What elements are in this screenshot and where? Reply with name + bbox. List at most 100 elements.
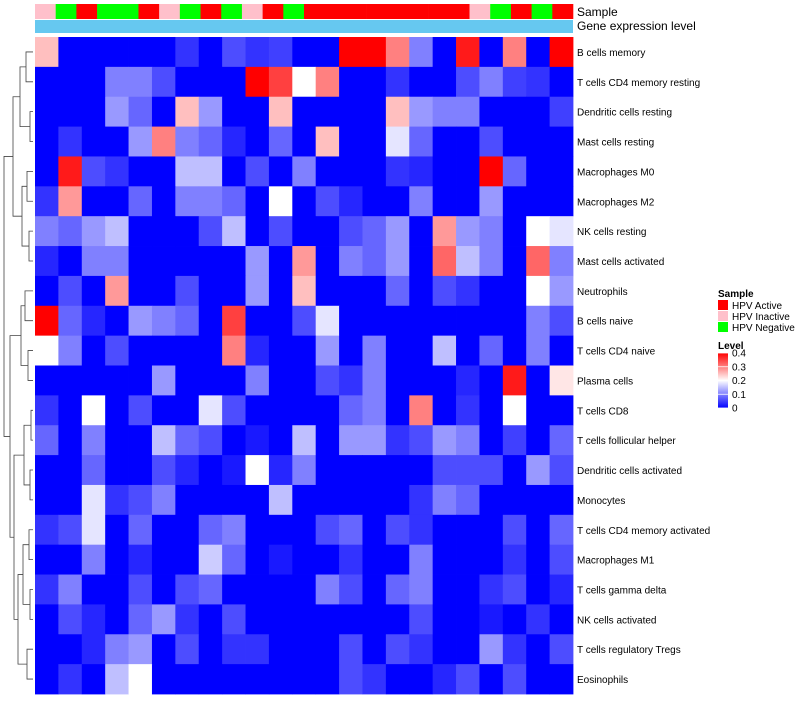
heatmap-cell: [409, 37, 434, 68]
heatmap-cell: [222, 514, 246, 546]
heatmap-cell: [385, 484, 410, 516]
heatmap-cell: [339, 514, 363, 546]
heatmap-cell: [105, 156, 129, 187]
row-label: T cells regulatory Tregs: [577, 645, 681, 656]
heatmap-cell: [456, 66, 480, 98]
heatmap-cell: [432, 335, 457, 366]
heatmap-cell: [268, 156, 293, 187]
heatmap-cell: [409, 574, 434, 605]
heatmap-cell: [362, 335, 387, 366]
expression-level-bar: [35, 20, 573, 33]
heatmap-cell: [339, 305, 363, 337]
heatmap-cell: [502, 216, 527, 247]
heatmap-cell: [339, 126, 363, 157]
heatmap-cell: [479, 305, 504, 337]
row-labels: B cells memory T cells CD4 memory resting…: [577, 48, 710, 686]
heatmap-cell: [362, 544, 387, 575]
heatmap-cell: [198, 664, 223, 695]
heatmap-cell: [245, 66, 270, 98]
sample-annotation-cell: [76, 4, 98, 19]
heatmap-cell: [128, 664, 153, 695]
heatmap-cell: [502, 574, 527, 605]
heatmap-cell: [175, 574, 200, 605]
row-label: Dendritic cells activated: [577, 466, 682, 477]
dendrogram-branch: [28, 230, 33, 262]
heatmap-cell: [105, 186, 129, 217]
row-label: T cells CD4 memory resting: [577, 78, 700, 89]
sample-annotation-cell: [138, 4, 160, 19]
heatmap-cell: [362, 216, 387, 247]
heatmap-cell: [479, 365, 504, 396]
heatmap-cell: [339, 216, 363, 247]
heatmap-cell: [549, 514, 574, 546]
heatmap-cell: [292, 335, 317, 366]
heatmap-cell: [479, 574, 504, 605]
heatmap-cell: [81, 126, 106, 157]
dendrogram-branch: [28, 529, 33, 561]
heatmap-cell: [409, 156, 434, 187]
heatmap-cell: [198, 335, 223, 366]
heatmap-cell: [81, 335, 106, 366]
heatmap-cell: [198, 186, 223, 217]
row-label: Macrophages M2: [577, 197, 655, 208]
heatmap-cell: [549, 604, 574, 635]
heatmap-cell: [502, 395, 527, 426]
heatmap-cell: [128, 126, 153, 157]
heatmap-cell: [268, 395, 293, 426]
heatmap-cell: [151, 126, 176, 157]
heatmap-cell: [268, 634, 293, 665]
heatmap-cell: [81, 455, 106, 486]
heatmap-cell: [409, 425, 434, 456]
heatmap-cell: [222, 544, 246, 575]
heatmap-cell: [268, 604, 293, 635]
heatmap-cell: [526, 216, 551, 247]
heatmap-cell: [479, 604, 504, 635]
heatmap-cell: [385, 275, 410, 307]
heatmap-cell: [479, 514, 504, 546]
heatmap-cell: [245, 275, 270, 307]
row-label: Dendritic cells resting: [577, 108, 672, 119]
heatmap-cell: [315, 544, 340, 575]
level-tick-label: 0.1: [732, 390, 746, 401]
heatmap-cell: [315, 604, 340, 635]
heatmap-cell: [292, 514, 317, 546]
heatmap-cell: [526, 305, 551, 337]
heatmap-cell: [409, 634, 434, 665]
heatmap-cell: [105, 275, 129, 307]
heatmap-cell: [456, 126, 480, 157]
heatmap-cell: [479, 425, 504, 456]
heatmap-cell: [315, 216, 340, 247]
heatmap-cell: [268, 37, 293, 68]
heatmap-cell: [362, 365, 387, 396]
sample-annotation-cell: [241, 4, 263, 19]
heatmap-cell: [222, 455, 246, 486]
heatmap-cell: [409, 246, 434, 277]
heatmap-cell: [81, 275, 106, 307]
heatmap-cell: [502, 335, 527, 366]
heatmap-cell: [198, 574, 223, 605]
heatmap-cell: [362, 395, 387, 426]
heatmap-cell: [456, 634, 480, 665]
heatmap-cell: [58, 156, 83, 187]
heatmap-cell: [385, 37, 410, 68]
heatmap-cell: [58, 96, 83, 127]
heatmap-cell: [175, 395, 200, 426]
heatmap-cell: [432, 275, 457, 307]
heatmap-cell: [549, 425, 574, 456]
heatmap-cell: [105, 305, 129, 337]
heatmap-cell: [339, 664, 363, 695]
heatmap-cell: [432, 604, 457, 635]
heatmap-cell: [81, 514, 106, 546]
heatmap-cell: [222, 186, 246, 217]
heatmap-cell: [526, 425, 551, 456]
heatmap-cell: [151, 514, 176, 546]
heatmap-cell: [339, 544, 363, 575]
heatmap-cell: [549, 66, 574, 98]
heatmap-cell: [128, 604, 153, 635]
heatmap-cell: [526, 634, 551, 665]
dendrogram-branch: [30, 409, 33, 441]
dendrogram-branch: [29, 589, 33, 620]
heatmap-cell: [128, 634, 153, 665]
heatmap-cell: [549, 186, 574, 217]
